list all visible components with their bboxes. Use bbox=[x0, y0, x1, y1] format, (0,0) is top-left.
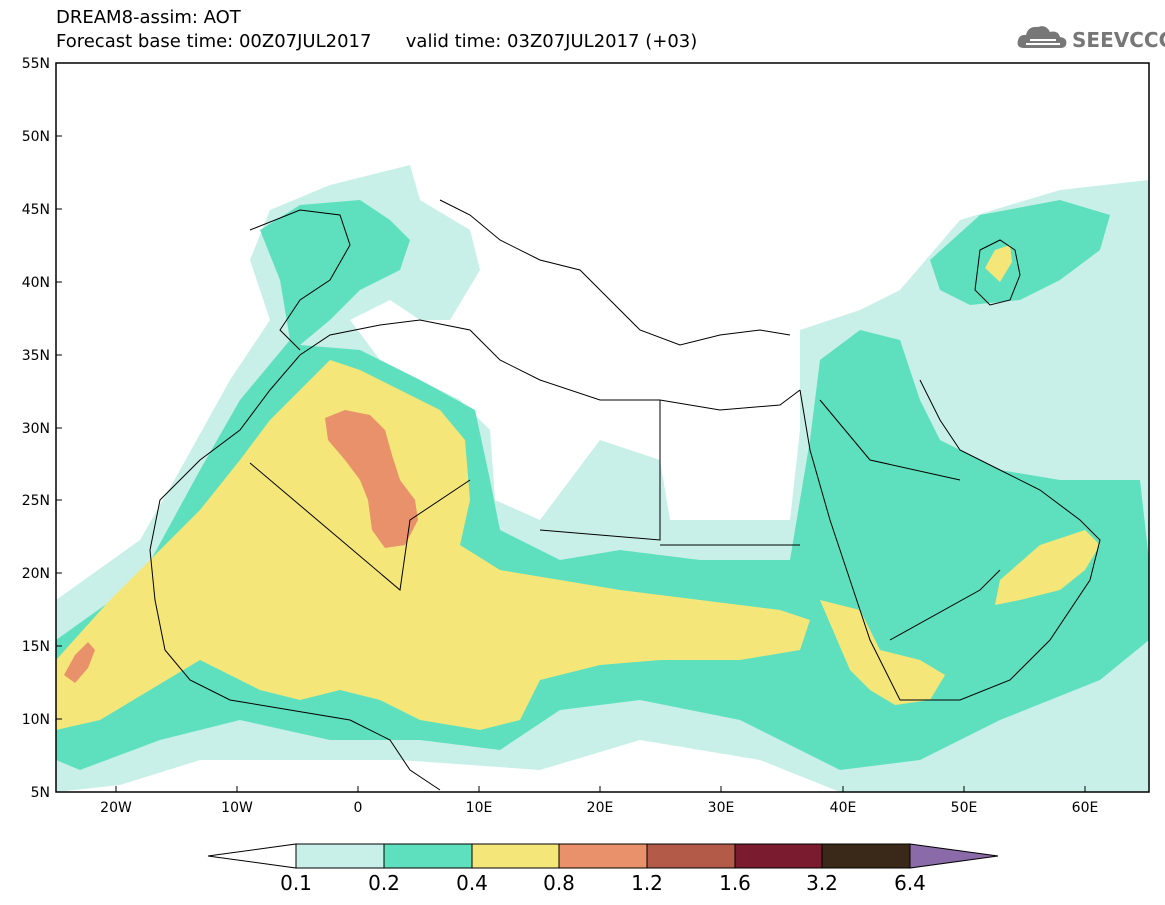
colorbar-swatch bbox=[558, 843, 648, 869]
aot-fields bbox=[56, 63, 1149, 792]
chart-title: DREAM8-assim: AOT bbox=[56, 7, 241, 28]
lon-label: 50E bbox=[951, 800, 978, 816]
aot-level-orange-sahara bbox=[325, 410, 418, 548]
lat-label: 35N bbox=[22, 348, 50, 364]
latitude-axis: 55N 50N 45N 40N 35N 30N 25N 20N 15N 10N … bbox=[22, 56, 62, 801]
longitude-axis: 20W 10W 0 10E 20E 30E 40E 50E 60E bbox=[100, 786, 1098, 816]
aot-level-yellow-oman bbox=[995, 530, 1100, 605]
aot-level-orange-atlantic bbox=[64, 642, 95, 683]
aot-level-yellow bbox=[56, 360, 810, 730]
aot-level-yellow-caspian bbox=[985, 245, 1012, 282]
seevccc-logo: SEEVCCC bbox=[1016, 22, 1165, 56]
lon-label: 0 bbox=[354, 800, 363, 816]
colorbar-swatch bbox=[734, 843, 823, 869]
colorbar-swatch bbox=[471, 843, 560, 869]
logo-text: SEEVCCC bbox=[1072, 28, 1165, 52]
lat-label: 45N bbox=[22, 202, 50, 218]
lon-label: 20E bbox=[587, 800, 614, 816]
lon-label: 40E bbox=[830, 800, 857, 816]
lon-label: 10W bbox=[221, 800, 253, 816]
lon-label: 10E bbox=[466, 800, 493, 816]
coastlines bbox=[149, 199, 1101, 791]
lat-label: 40N bbox=[22, 275, 50, 291]
colorbar-label: 0.8 bbox=[543, 871, 575, 895]
colorbar-swatch bbox=[821, 843, 911, 869]
lat-label: 5N bbox=[31, 785, 50, 801]
colorbar-swatch bbox=[646, 843, 736, 869]
lon-label: 20W bbox=[100, 800, 132, 816]
cloud-icon bbox=[1017, 26, 1067, 48]
colorbar-label: 1.6 bbox=[719, 871, 751, 895]
colorbar-swatch bbox=[295, 843, 385, 869]
colorbar-swatch bbox=[383, 843, 473, 869]
lat-label: 10N bbox=[22, 712, 50, 728]
forecast-time-line: Forecast base time: 00Z07JUL2017 valid t… bbox=[56, 31, 698, 52]
colorbar-swatch-max bbox=[909, 843, 999, 869]
colorbar-label: 0.1 bbox=[280, 871, 312, 895]
colorbar: 0.1 0.2 0.4 0.8 1.2 1.6 3.2 6.4 bbox=[207, 843, 999, 895]
lat-label: 30N bbox=[22, 421, 50, 437]
aot-level-yellow-redsea bbox=[820, 600, 945, 705]
lat-label: 15N bbox=[22, 639, 50, 655]
lat-label: 55N bbox=[22, 56, 50, 72]
colorbar-label: 0.2 bbox=[368, 871, 400, 895]
colorbar-label: 0.4 bbox=[456, 871, 488, 895]
lat-label: 50N bbox=[22, 129, 50, 145]
lat-label: 20N bbox=[22, 566, 50, 582]
colorbar-swatch-min bbox=[207, 843, 297, 869]
colorbar-label: 6.4 bbox=[894, 871, 926, 895]
colorbar-label: 3.2 bbox=[806, 871, 838, 895]
lat-label: 25N bbox=[22, 493, 50, 509]
lon-label: 30E bbox=[708, 800, 735, 816]
lon-label: 60E bbox=[1072, 800, 1099, 816]
aot-level-green-caspian bbox=[930, 200, 1110, 305]
aot-level-light-inner bbox=[960, 360, 1040, 440]
colorbar-label: 1.2 bbox=[631, 871, 663, 895]
